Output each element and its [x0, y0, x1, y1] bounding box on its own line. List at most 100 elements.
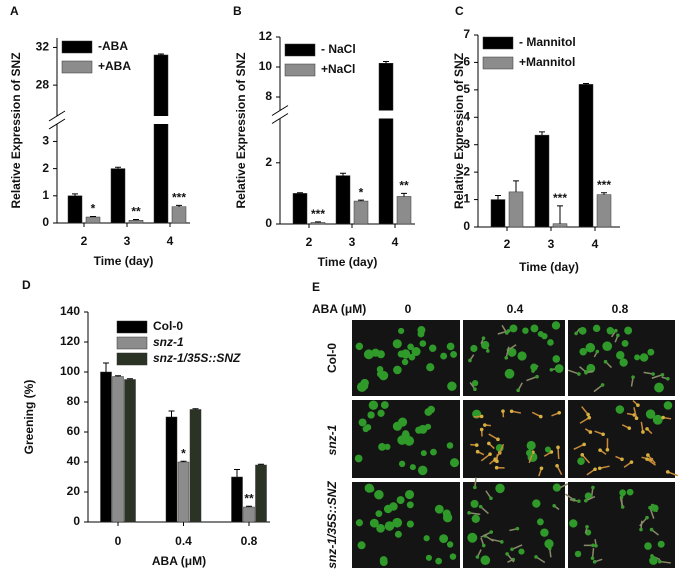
error-bar [158, 53, 164, 55]
error-bar [340, 172, 346, 176]
seedling [593, 384, 604, 393]
seedling [627, 426, 632, 430]
bar [396, 196, 412, 225]
seedling [645, 515, 649, 520]
seedling [579, 347, 587, 356]
seedling [392, 517, 403, 528]
bar [292, 193, 308, 225]
seedling [634, 416, 639, 421]
bar [124, 379, 136, 523]
seedling [557, 486, 561, 490]
legend-swatch [116, 352, 148, 366]
legend-label: +NaCl [321, 62, 355, 76]
seedling [393, 365, 402, 375]
seedling [603, 359, 608, 364]
legend-label: snz-1 [153, 335, 184, 349]
seedling [378, 442, 386, 451]
seedling [648, 505, 652, 510]
seedling [367, 411, 375, 419]
error-bar [513, 180, 519, 192]
seedling [547, 339, 554, 346]
y-tick-label: 12 [259, 29, 273, 43]
seedling [584, 498, 588, 503]
seedling [467, 511, 471, 515]
seedling [549, 367, 554, 372]
seedling [651, 504, 659, 512]
legend-label: -ABA [98, 39, 128, 53]
seedling [493, 458, 497, 462]
seedling [408, 353, 416, 361]
seedling [624, 326, 633, 335]
seedling [407, 343, 414, 351]
error-bar [133, 218, 139, 221]
seedling [511, 544, 523, 550]
seedling [620, 457, 624, 462]
seedling [389, 502, 398, 511]
seedling [594, 543, 598, 548]
seedling [376, 523, 385, 533]
seedling [424, 423, 432, 430]
seedling [591, 485, 595, 490]
seedling [426, 363, 435, 372]
legend-label: Col-0 [153, 319, 183, 333]
seedling [526, 375, 538, 382]
y-tick-label: 3 [42, 134, 49, 148]
bar [578, 84, 594, 228]
seedling [480, 453, 491, 462]
seedling [651, 374, 663, 379]
seedling [544, 446, 551, 453]
x-tick-label: 4 [592, 237, 599, 251]
seedling [557, 410, 561, 415]
seedling [661, 415, 665, 420]
seedling [639, 527, 643, 532]
seedling [377, 409, 385, 417]
seedling [375, 510, 383, 518]
seedling [449, 458, 459, 468]
y-tick-label: 1 [42, 188, 49, 202]
seedling [544, 539, 554, 549]
seedling [581, 454, 591, 464]
seedling [592, 560, 597, 564]
error-bar [72, 193, 78, 196]
seedling [557, 447, 560, 460]
seedling [573, 443, 585, 451]
seedling [552, 503, 556, 508]
y-tick-label: 80 [67, 394, 81, 408]
seedling [384, 521, 395, 531]
legend-label: - NaCl [321, 42, 356, 56]
bar [255, 464, 267, 523]
y-axis-label: Relative Expression of SNZ [234, 52, 248, 208]
seedling [496, 437, 500, 442]
axis-break-mark [48, 110, 66, 130]
error-bar [168, 410, 175, 417]
row-label: snz-1 [325, 424, 339, 455]
seedling [537, 331, 544, 338]
seedling [361, 382, 369, 390]
seedling [364, 424, 372, 431]
seedling [396, 496, 405, 505]
seedling [510, 547, 514, 552]
seedling [540, 528, 549, 537]
panel-letter: B [233, 4, 242, 18]
seedling [588, 430, 593, 434]
seedling [504, 331, 509, 335]
seedling [538, 414, 543, 419]
row-label: snz-1/35S::SNZ [325, 481, 339, 569]
seedling [501, 409, 505, 413]
seedling [473, 485, 477, 490]
significance-label: * [91, 202, 96, 216]
error-bar [115, 375, 121, 377]
significance-label: *** [311, 207, 325, 221]
error-bar [557, 205, 563, 224]
seedling [657, 540, 665, 548]
axis-break [45, 116, 190, 124]
y-tick-label: 140 [60, 304, 80, 318]
y-tick-label: 0 [463, 219, 470, 233]
y-axis-label: Relative Expression of SNZ [452, 53, 466, 209]
significance-label: * [181, 446, 186, 460]
seedling [468, 512, 481, 516]
seedling [567, 369, 580, 375]
seedling [626, 488, 634, 496]
column-label: 0.4 [507, 302, 524, 316]
seedling [504, 356, 509, 360]
